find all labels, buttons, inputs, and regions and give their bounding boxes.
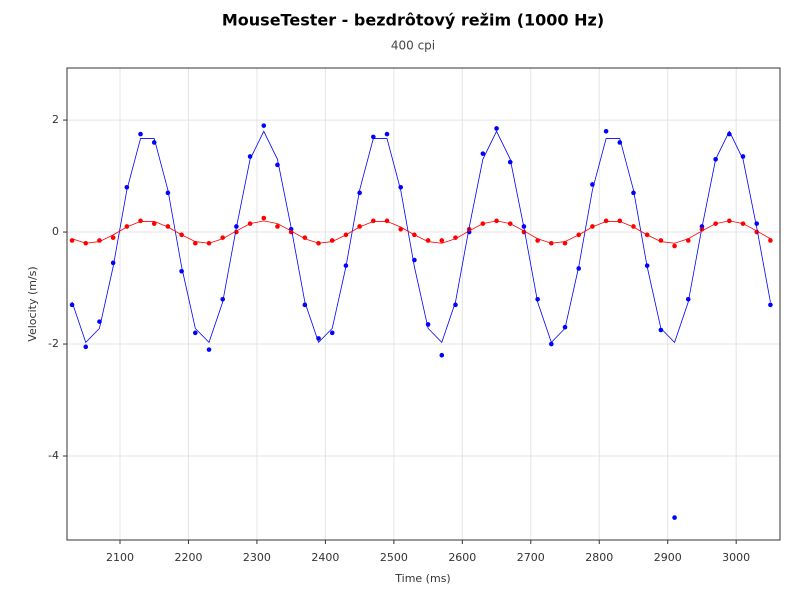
point [603, 128, 609, 134]
x-tick-label: 2900 [654, 551, 682, 564]
point [494, 126, 499, 131]
point [261, 215, 267, 221]
x-axis-label: Time (ms) [394, 572, 450, 585]
x-tick-label: 3000 [722, 551, 750, 564]
y-tick-label: -2 [48, 337, 59, 350]
point [83, 344, 89, 350]
x-tick-label: 2400 [311, 551, 339, 564]
x-tick-label: 2700 [517, 551, 545, 564]
x-tick-label: 2300 [243, 551, 271, 564]
y-tick-label: -4 [48, 449, 59, 462]
point [275, 224, 280, 229]
point [151, 221, 157, 226]
point [480, 151, 486, 156]
point [535, 296, 540, 302]
y-axis-label: Velocity (m/s) [26, 266, 39, 341]
point [165, 190, 171, 196]
point [206, 347, 212, 352]
y-tick-label: 0 [52, 225, 59, 238]
x-tick-label: 2800 [585, 551, 613, 564]
point [138, 131, 143, 137]
point [685, 296, 691, 302]
point [329, 330, 335, 336]
point [220, 296, 225, 302]
x-tick-label: 2500 [380, 551, 408, 564]
chart-title: MouseTester - bezdrôtový režim (1000 Hz) [222, 11, 604, 30]
x-tick-label: 2200 [174, 551, 202, 564]
point [658, 327, 664, 333]
point [261, 123, 267, 128]
point [768, 302, 773, 308]
point [768, 238, 773, 243]
point [193, 330, 198, 336]
y-tick-label: 2 [52, 113, 59, 126]
plot-frame [66, 67, 781, 541]
x-tick-label: 2100 [106, 551, 134, 564]
point [672, 243, 677, 249]
point [439, 238, 445, 243]
point [371, 134, 376, 140]
point [754, 221, 760, 226]
point [439, 352, 445, 358]
point [110, 260, 116, 266]
point [384, 131, 390, 137]
fit-line [71, 220, 771, 244]
point [631, 190, 636, 196]
point [549, 341, 554, 347]
point [110, 235, 116, 240]
x-tick-label: 2600 [448, 551, 476, 564]
point [357, 190, 362, 196]
fit-line [71, 130, 771, 344]
point [672, 515, 677, 520]
chart-subtitle: 400 cpi [391, 39, 435, 53]
